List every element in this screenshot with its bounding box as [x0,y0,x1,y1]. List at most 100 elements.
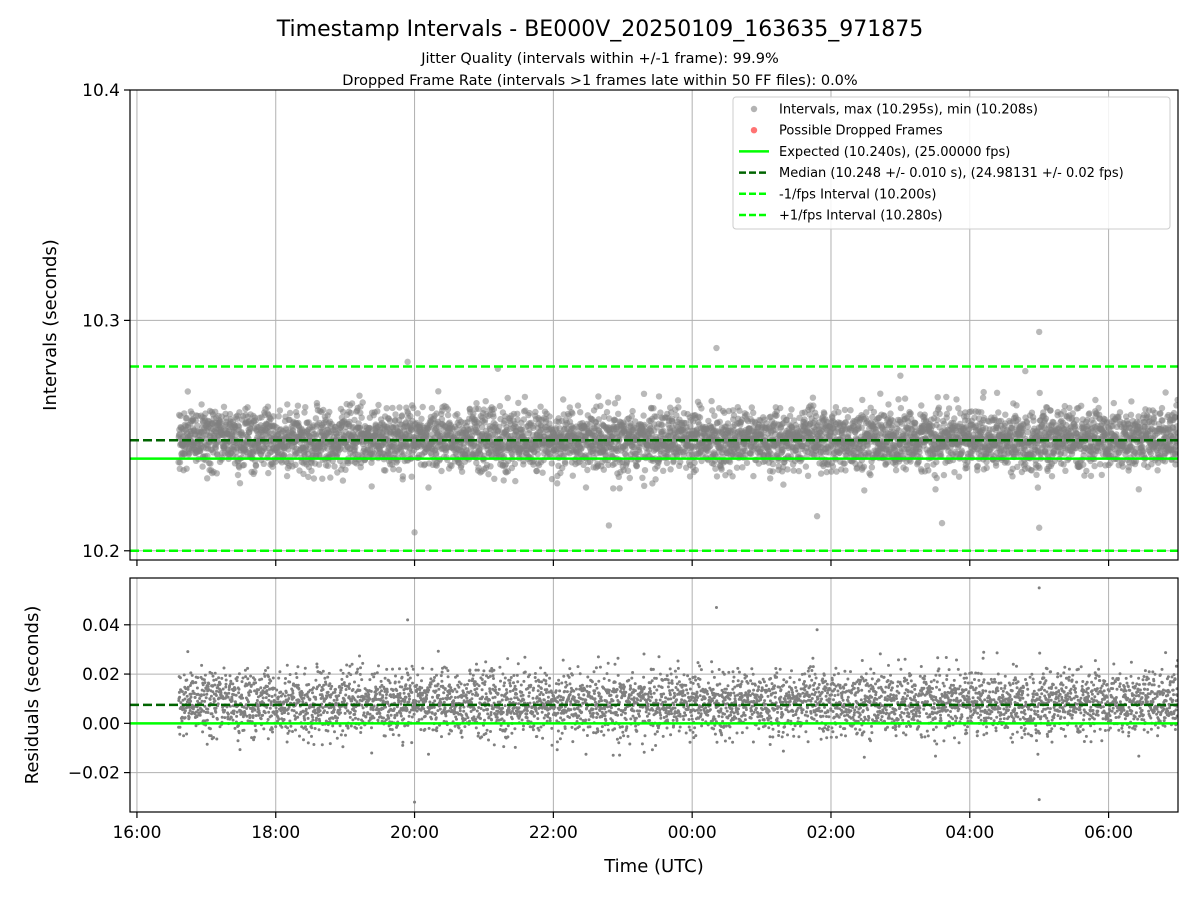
intervals-point [675,404,682,411]
intervals-point [1162,389,1169,396]
intervals-point [509,451,516,458]
intervals-point [339,477,347,484]
intervals-point [1034,484,1042,491]
intervals-point [181,410,188,417]
intervals-point [532,408,539,416]
intervals-point [945,405,953,412]
intervals-point [712,465,719,472]
intervals-point [790,467,797,474]
intervals-point [511,460,519,467]
intervals-point [1086,410,1093,417]
intervals-point [485,471,492,478]
intervals-point [660,467,667,474]
intervals-point [1091,462,1098,470]
intervals-point [933,458,940,466]
intervals-point [326,408,333,416]
intervals-point [478,424,486,431]
intervals-point [226,410,234,418]
intervals-point [1127,411,1135,418]
intervals-point [1097,461,1104,468]
intervals-point [605,461,612,469]
intervals-point [841,460,848,467]
intervals-point [438,416,446,423]
intervals-point [252,462,260,469]
intervals-point [410,404,417,412]
intervals-point [621,421,628,428]
intervals-point [884,459,891,466]
intervals-point [386,417,394,424]
intervals-point [305,473,312,481]
intervals-point [955,405,962,412]
intervals-point [398,412,406,419]
intervals-point [611,460,618,467]
intervals-point [705,417,712,425]
intervals-point [1113,431,1120,438]
intervals-point [1092,396,1099,404]
intervals-point [537,403,544,410]
intervals-point [198,401,205,408]
intervals-point [520,416,528,423]
intervals-point [601,413,608,420]
intervals-point [458,468,466,475]
intervals-point [641,467,649,474]
intervals-point [974,462,981,470]
intervals-point [1087,472,1095,480]
intervals-point [577,409,584,416]
intervals-point [842,467,849,474]
intervals-point [1083,467,1090,475]
intervals-point [639,474,646,481]
intervals-point [964,458,971,466]
chart-title: Timestamp Intervals - BE000V_20250109_16… [276,17,923,42]
intervals-point [842,419,850,426]
intervals-point [750,409,757,416]
intervals-point [1014,463,1021,471]
intervals-point [1002,411,1009,418]
intervals-point [400,451,407,458]
intervals-point [560,396,567,403]
intervals-point [1095,404,1102,412]
intervals-point [425,484,432,491]
intervals-point [265,469,272,477]
intervals-point [1028,467,1035,474]
intervals-point [1157,410,1164,417]
intervals-point [395,466,403,473]
intervals-point [496,423,503,431]
intervals-point [557,469,564,477]
intervals-point [844,414,852,421]
intervals-point [399,473,407,480]
intervals-point [611,400,619,407]
intervals-point [943,410,951,418]
intervals-point [677,458,684,466]
intervals-point [1128,398,1135,405]
intervals-point [650,405,657,412]
intervals-point [802,463,810,470]
intervals-point [953,396,960,403]
intervals-point [539,469,546,476]
intervals-point [614,394,622,401]
intervals-point [835,409,842,416]
intervals-point [624,467,632,474]
intervals-point [500,477,507,484]
intervals-point [419,403,426,411]
intervals-point [784,466,791,473]
intervals-point [574,402,582,409]
intervals-point [750,472,757,480]
intervals-point [1048,473,1056,480]
intervals-point [272,458,279,465]
intervals-point [733,464,741,471]
intervals-point [348,400,356,407]
intervals-point [907,410,914,417]
intervals-point [603,408,611,416]
intervals-point [526,409,533,417]
intervals-point [626,474,633,482]
intervals-point [868,464,876,471]
intervals-point [821,410,828,417]
intervals-point [955,473,963,480]
intervals-point [877,390,884,397]
intervals-point [1158,404,1166,412]
intervals-point [183,414,190,422]
intervals-point [514,410,521,417]
intervals-point [475,405,482,412]
intervals-point [978,409,985,416]
intervals-point [433,450,440,457]
